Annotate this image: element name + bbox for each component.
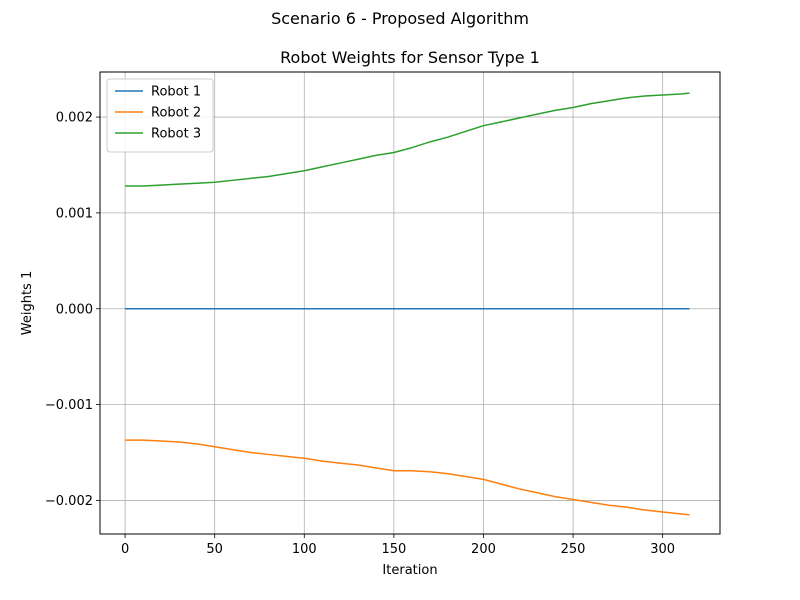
figure-suptitle: Scenario 6 - Proposed Algorithm (271, 9, 529, 28)
x-tick-label: 250 (561, 542, 586, 557)
y-tick-label: −0.002 (45, 494, 93, 509)
plot-frame (99, 71, 721, 535)
x-tick-label: 50 (206, 542, 223, 557)
x-tick-label: 150 (381, 542, 406, 557)
series-line-robot-2 (125, 439, 690, 516)
legend-label: Robot 3 (151, 127, 201, 142)
x-tick-label: 0 (121, 542, 129, 557)
y-tick-label: 0.002 (56, 111, 93, 126)
x-axis-label: Iteration (382, 563, 437, 578)
legend-label: Robot 1 (151, 85, 201, 100)
x-axis-ticks: 0 50 100 150 200 250 300 (121, 534, 675, 557)
series-line-robot-3 (125, 92, 690, 187)
y-tick-label: 0.000 (56, 302, 93, 317)
y-tick-label: −0.001 (45, 398, 93, 413)
x-tick-label: 200 (471, 542, 496, 557)
chart-title: Robot Weights for Sensor Type 1 (280, 48, 540, 67)
y-axis-ticks: −0.002 −0.001 0.000 0.001 0.002 (45, 111, 100, 509)
series-lines (125, 92, 690, 516)
legend-label: Robot 2 (151, 106, 201, 121)
legend: Robot 1 Robot 2 Robot 3 (106, 78, 214, 153)
x-tick-label: 100 (292, 542, 317, 557)
y-tick-label: 0.001 (56, 206, 93, 221)
y-axis-label: Weights 1 (20, 271, 35, 335)
x-tick-label: 300 (650, 542, 675, 557)
